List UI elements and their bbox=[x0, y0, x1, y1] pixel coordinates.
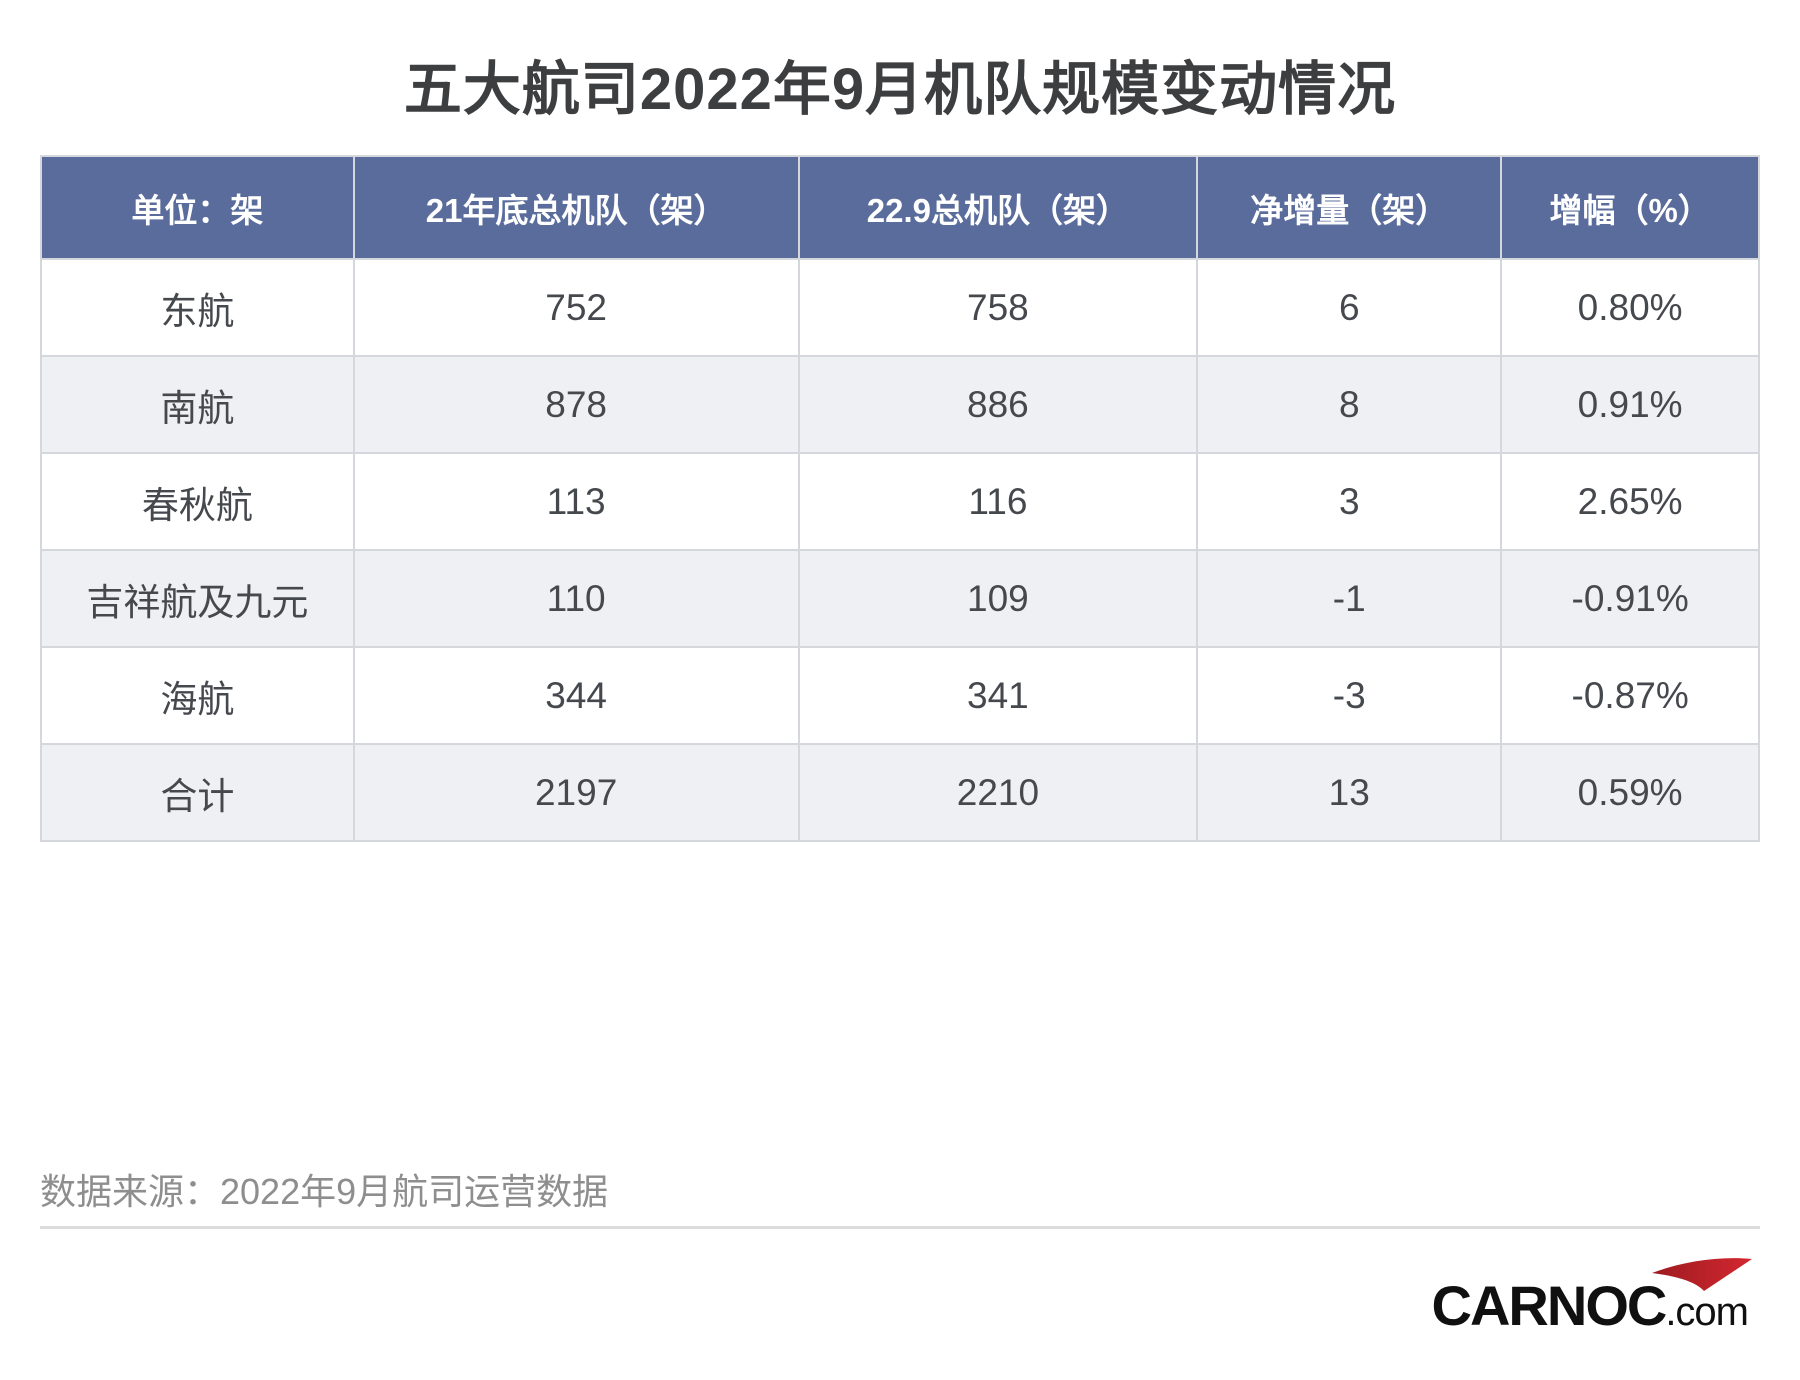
page-title: 五大航司2022年9月机队规模变动情况 bbox=[403, 57, 1397, 122]
value-cell: 116 bbox=[797, 452, 1199, 551]
value-cell: 8 bbox=[1196, 355, 1503, 454]
column-header-unit: 单位：架 bbox=[40, 155, 355, 260]
value-cell: -0.87% bbox=[1500, 646, 1760, 745]
value-cell: -3 bbox=[1196, 646, 1503, 745]
airline-name-cell: 吉祥航及九元 bbox=[40, 549, 355, 648]
airline-name-cell: 东航 bbox=[40, 258, 355, 357]
value-cell: 758 bbox=[797, 258, 1199, 357]
airline-name-cell: 海航 bbox=[40, 646, 355, 745]
value-cell: 2210 bbox=[797, 743, 1199, 842]
data-source-note: 数据来源：2022年9月航司运营数据 bbox=[40, 1171, 609, 1212]
value-cell: 0.59% bbox=[1500, 743, 1760, 842]
table-header-row: 单位：架 21年底总机队（架） 22.9总机队（架） 净增量（架） 增幅（%） bbox=[40, 155, 1760, 260]
value-cell: -1 bbox=[1196, 549, 1503, 648]
fleet-change-table: 单位：架 21年底总机队（架） 22.9总机队（架） 净增量（架） 增幅（%） … bbox=[40, 155, 1760, 842]
value-cell: 886 bbox=[797, 355, 1199, 454]
table-row: 海航 344 341 -3 -0.87% bbox=[40, 646, 1760, 745]
column-header-fleet-2022-09: 22.9总机队（架） bbox=[797, 155, 1199, 260]
value-cell: 0.91% bbox=[1500, 355, 1760, 454]
value-cell: 113 bbox=[352, 452, 800, 551]
value-cell: 109 bbox=[797, 549, 1199, 648]
table-row: 东航 752 758 6 0.80% bbox=[40, 258, 1760, 357]
footer-divider bbox=[40, 1226, 1760, 1229]
logo-swoosh-icon bbox=[1652, 1258, 1752, 1291]
value-cell: 3 bbox=[1196, 452, 1503, 551]
column-header-fleet-end-2021: 21年底总机队（架） bbox=[352, 155, 800, 260]
airline-name-cell: 春秋航 bbox=[40, 452, 355, 551]
airline-name-cell: 南航 bbox=[40, 355, 355, 454]
table-row-total: 合计 2197 2210 13 0.59% bbox=[40, 743, 1760, 842]
table-row: 吉祥航及九元 110 109 -1 -0.91% bbox=[40, 549, 1760, 648]
value-cell: 878 bbox=[352, 355, 800, 454]
value-cell: 0.80% bbox=[1500, 258, 1760, 357]
value-cell: 110 bbox=[352, 549, 800, 648]
logo-text: CARNOC.com bbox=[1431, 1273, 1749, 1338]
value-cell: 2.65% bbox=[1500, 452, 1760, 551]
value-cell: 344 bbox=[352, 646, 800, 745]
carnoc-logo: CARNOC.com bbox=[1428, 1256, 1752, 1338]
value-cell: -0.91% bbox=[1500, 549, 1760, 648]
value-cell: 341 bbox=[797, 646, 1199, 745]
value-cell: 2197 bbox=[352, 743, 800, 842]
column-header-net-change: 净增量（架） bbox=[1196, 155, 1503, 260]
table-row: 南航 878 886 8 0.91% bbox=[40, 355, 1760, 454]
logo-domain-suffix: .com bbox=[1665, 1290, 1749, 1334]
airline-name-cell: 合计 bbox=[40, 743, 355, 842]
value-cell: 13 bbox=[1196, 743, 1503, 842]
column-header-growth-pct: 增幅（%） bbox=[1500, 155, 1760, 260]
value-cell: 752 bbox=[352, 258, 800, 357]
value-cell: 6 bbox=[1196, 258, 1503, 357]
table-row: 春秋航 113 116 3 2.65% bbox=[40, 452, 1760, 551]
logo-wordmark: CARNOC bbox=[1431, 1274, 1668, 1337]
